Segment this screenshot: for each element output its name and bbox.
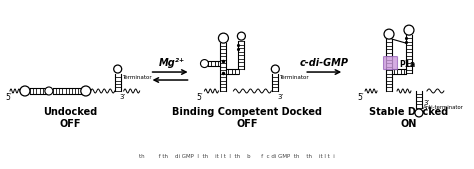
Text: 5′: 5′: [357, 93, 364, 102]
FancyBboxPatch shape: [383, 57, 398, 69]
Text: Undocked
OFF: Undocked OFF: [43, 107, 97, 129]
Text: 3′: 3′: [277, 94, 283, 100]
Circle shape: [219, 33, 228, 43]
Text: 3′: 3′: [120, 94, 126, 100]
Circle shape: [20, 86, 30, 96]
Circle shape: [45, 87, 53, 95]
Circle shape: [237, 32, 246, 40]
Text: th        f th    di GMP  I  th    it l t  I  th    b      f  c di GMP  th    th: th f th di GMP I th it l t I th b f c di…: [138, 154, 334, 159]
Text: Terminator: Terminator: [122, 75, 151, 80]
Text: P1a: P1a: [399, 59, 415, 69]
Circle shape: [271, 65, 279, 73]
Text: 5′: 5′: [196, 93, 202, 102]
Text: 3′: 3′: [423, 100, 429, 106]
Text: Binding Competent Docked
OFF: Binding Competent Docked OFF: [173, 107, 322, 129]
Text: Stable Docked
ON: Stable Docked ON: [369, 107, 448, 129]
Text: Anti-terminator: Anti-terminator: [423, 105, 464, 110]
Circle shape: [404, 25, 414, 35]
Text: Terminator: Terminator: [279, 75, 309, 80]
Circle shape: [201, 59, 209, 68]
Circle shape: [415, 109, 423, 117]
Circle shape: [114, 65, 122, 73]
Circle shape: [384, 29, 394, 39]
Text: Mg²⁺: Mg²⁺: [158, 58, 185, 68]
Text: c-di-GMP: c-di-GMP: [300, 58, 349, 68]
Text: 5′: 5′: [5, 93, 11, 102]
Circle shape: [81, 86, 91, 96]
